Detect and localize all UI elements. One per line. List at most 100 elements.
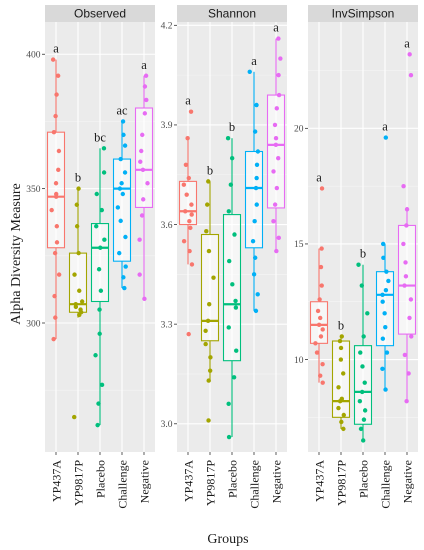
- data-point: Challenge: 13.4: [386, 278, 391, 284]
- data-point: Negative: 3.71: [274, 185, 280, 191]
- box-iqr: [112, 158, 132, 262]
- y-axis-title: Alpha Diversity Measure: [9, 183, 24, 325]
- y-tick-label: 400: [26, 51, 41, 61]
- data-point: Placebo: 3.35: [233, 305, 239, 310]
- data-point: Placebo: 3.29: [226, 325, 231, 330]
- data-point: Negative: 346: [141, 197, 146, 202]
- data-point: YP9817P: 3.01: [206, 418, 211, 423]
- data-point: Challenge: 338: [118, 218, 123, 224]
- data-point: Negative: 23.2: [407, 52, 412, 57]
- box-challenge: Challenge: 19.6 Challenge: 15 Challenge: 1…: [375, 120, 395, 392]
- data-point: Placebo: 8.2: [357, 398, 363, 404]
- data-point: Challenge: 13.8: [384, 269, 389, 274]
- data-point: YP9817P: 344: [74, 202, 80, 207]
- data-point: YP437A: 11.8: [317, 315, 323, 321]
- data-point: YP437A: 3.48: [189, 262, 195, 267]
- data-point: Negative: 8.2: [404, 398, 409, 404]
- box-placebo: Placebo: 3.86 Placebo: 3.8 Placebo: 3.72 Pl…: [222, 120, 242, 440]
- significance-letter: a: [185, 94, 191, 108]
- data-point: YP9817P: 350: [76, 186, 81, 191]
- data-point: Negative: 3.86: [273, 136, 279, 141]
- data-point: YP9817P: 7.9: [336, 405, 341, 411]
- data-point: YP437A: 11.3: [320, 327, 325, 332]
- data-point: YP437A: 342: [49, 207, 54, 213]
- data-point: YP437A: 3.52: [187, 248, 192, 254]
- data-point: Placebo: 328: [98, 245, 103, 250]
- data-point: Negative: 357: [140, 167, 146, 173]
- data-point: Placebo: 7.8: [362, 408, 368, 413]
- data-point: Negative: 11.8: [407, 315, 412, 321]
- data-point: Placebo: 3.42: [230, 282, 235, 287]
- x-tick-label: YP437A: [182, 460, 196, 502]
- data-point: Placebo: 312: [98, 288, 104, 293]
- data-point: Placebo: 305: [97, 307, 102, 312]
- data-point: YP437A: 326: [52, 250, 58, 256]
- significance-letter: a: [382, 120, 388, 134]
- x-tick-label: YP437A: [313, 460, 327, 502]
- box-negative: Negative: 23.2 Negative: 22.3 Negative: 17…: [397, 36, 417, 404]
- data-point: Negative: 17.5: [401, 183, 406, 189]
- significance-letter: b: [75, 171, 81, 185]
- data-point: Challenge: 3.71: [253, 185, 259, 191]
- significance-letter: a: [53, 42, 59, 56]
- data-point: YP9817P: 318: [72, 272, 77, 277]
- data-point: Challenge: 3.96: [254, 102, 259, 108]
- data-point: Placebo: 288: [93, 353, 98, 358]
- x-tick-label: YP9817P: [204, 460, 218, 506]
- data-point: Challenge: 370: [121, 132, 126, 138]
- data-point: Challenge: 352: [119, 181, 124, 186]
- data-point: Challenge: 3.88: [252, 129, 258, 134]
- data-point: YP9817P: 7.3: [339, 419, 344, 425]
- x-tick-label: Placebo: [357, 460, 371, 498]
- x-tick-label: Negative: [138, 460, 152, 503]
- data-point: YP9817P: 3.16: [207, 368, 213, 373]
- box-iqr: [222, 214, 242, 362]
- data-point: YP437A: 371: [51, 129, 57, 135]
- data-point: Placebo: 3.64: [226, 209, 232, 214]
- significance-letter: b: [207, 163, 213, 177]
- data-point: Negative: 3.66: [272, 202, 278, 207]
- data-point: YP9817P: 10.5: [338, 345, 344, 351]
- data-point: Placebo: 7: [358, 426, 364, 432]
- data-point: Placebo: 10.3: [358, 350, 363, 355]
- data-point: Negative: 11: [409, 334, 414, 339]
- significance-letter: ac: [116, 103, 128, 117]
- data-point: Negative: 14.2: [403, 260, 408, 265]
- box-iqr: [90, 223, 110, 303]
- data-point: Negative: 13.2: [402, 283, 407, 288]
- data-point: YP437A: 318: [56, 272, 62, 277]
- box-iqr: [200, 233, 220, 342]
- facet-panel-observed: 300350400ObservedYP437A: 398YP437A: 392Y…: [26, 5, 155, 509]
- box-negative: Negative: 4.16 Negative: 4.1 Negative: 4.0…: [266, 21, 286, 254]
- data-point: Placebo: 365: [101, 146, 107, 151]
- x-axis-title: Groups: [207, 532, 248, 547]
- x-tick-label: Challenge: [248, 460, 262, 509]
- data-point: YP9817P: 306: [73, 304, 79, 310]
- data-point: YP437A: 13.2: [319, 283, 324, 288]
- significance-letter: a: [141, 58, 147, 72]
- data-point: Challenge: 10.9: [380, 336, 386, 341]
- x-tick-label: Placebo: [226, 460, 240, 498]
- box-iqr: [331, 340, 351, 418]
- box-iqr: [266, 94, 286, 209]
- data-point: YP437A: 357: [56, 167, 61, 173]
- data-point: Placebo: 14.1: [356, 262, 361, 267]
- data-point: YP437A: 9.8: [320, 361, 325, 367]
- data-point: Negative: 3.95: [274, 106, 279, 111]
- data-point: Challenge: 4.06: [247, 69, 252, 75]
- y-tick-label: 3.6: [161, 221, 173, 231]
- x-tick-label: YP9817P: [72, 460, 86, 506]
- data-point: YP437A: 3.66: [189, 202, 194, 207]
- data-point: Challenge: 8.7: [383, 387, 388, 392]
- box-iqr: [244, 150, 264, 249]
- box-iqr: [134, 107, 154, 208]
- data-point: Challenge: 366: [122, 143, 128, 148]
- data-point: Challenge: 3.82: [255, 149, 261, 154]
- data-point: Placebo: 6.5: [361, 438, 366, 443]
- data-point: YP9817P: 10.8: [337, 338, 343, 344]
- facet-panels: 300350400ObservedYP437A: 398YP437A: 392Y…: [26, 5, 418, 509]
- y-tick-label: 15: [294, 240, 304, 250]
- data-point: Challenge: 326: [117, 250, 122, 256]
- data-point: YP9817P: 3.28: [203, 328, 208, 334]
- significance-letter: b: [229, 120, 235, 134]
